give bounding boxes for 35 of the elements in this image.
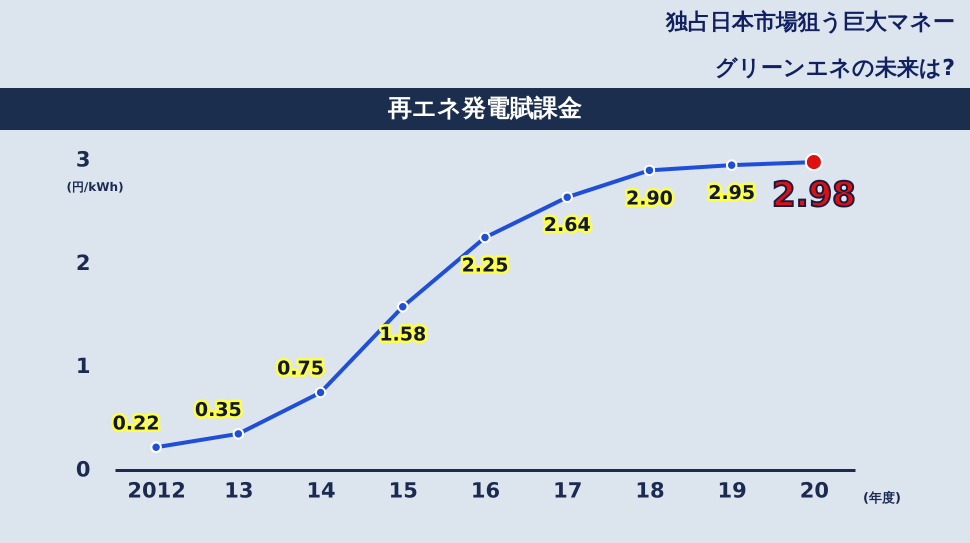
data-label: 2.90	[626, 187, 673, 210]
data-label: 0.75	[277, 358, 324, 380]
y-tick-label: 0	[76, 458, 90, 482]
point	[726, 159, 738, 171]
y-axis-title: (円/kWh)	[66, 180, 124, 194]
x-tick-label: 16	[470, 478, 500, 502]
point	[150, 442, 162, 453]
point	[397, 301, 409, 312]
point	[644, 164, 656, 176]
data-label: 2.64	[544, 214, 591, 236]
x-tick-label: 17	[553, 478, 582, 502]
data-label: 2.25	[462, 254, 508, 276]
text: グリーンエネの未来は?	[715, 56, 955, 81]
data-label: 1.58	[379, 324, 426, 346]
y-tick-label: 2	[76, 250, 90, 275]
point	[479, 232, 491, 244]
x-tick-label: 13	[224, 478, 254, 502]
text: 独占日本市場狙う巨大マネー	[665, 9, 955, 35]
y-tick-label: 3	[76, 148, 90, 172]
x-tick-label: 15	[388, 478, 418, 502]
data-label: 0.35	[194, 398, 242, 421]
data-label: 2.95	[708, 182, 756, 204]
point	[232, 428, 244, 440]
point	[561, 191, 573, 203]
x-axis-title: (年度)	[863, 490, 901, 506]
x-tick-label: 20	[800, 478, 830, 502]
data-label: 2.98	[772, 175, 856, 216]
x-tick-label: 2012	[127, 478, 186, 502]
point	[314, 386, 326, 398]
x-tick-label: 18	[635, 478, 665, 502]
x-tick-label: 14	[306, 478, 336, 502]
data-label: 0.22	[112, 412, 160, 434]
x-tick-label: 19	[718, 478, 747, 502]
chart-title: 再エネ発電賦課金	[387, 94, 582, 122]
y-tick-label: 1	[76, 354, 90, 378]
